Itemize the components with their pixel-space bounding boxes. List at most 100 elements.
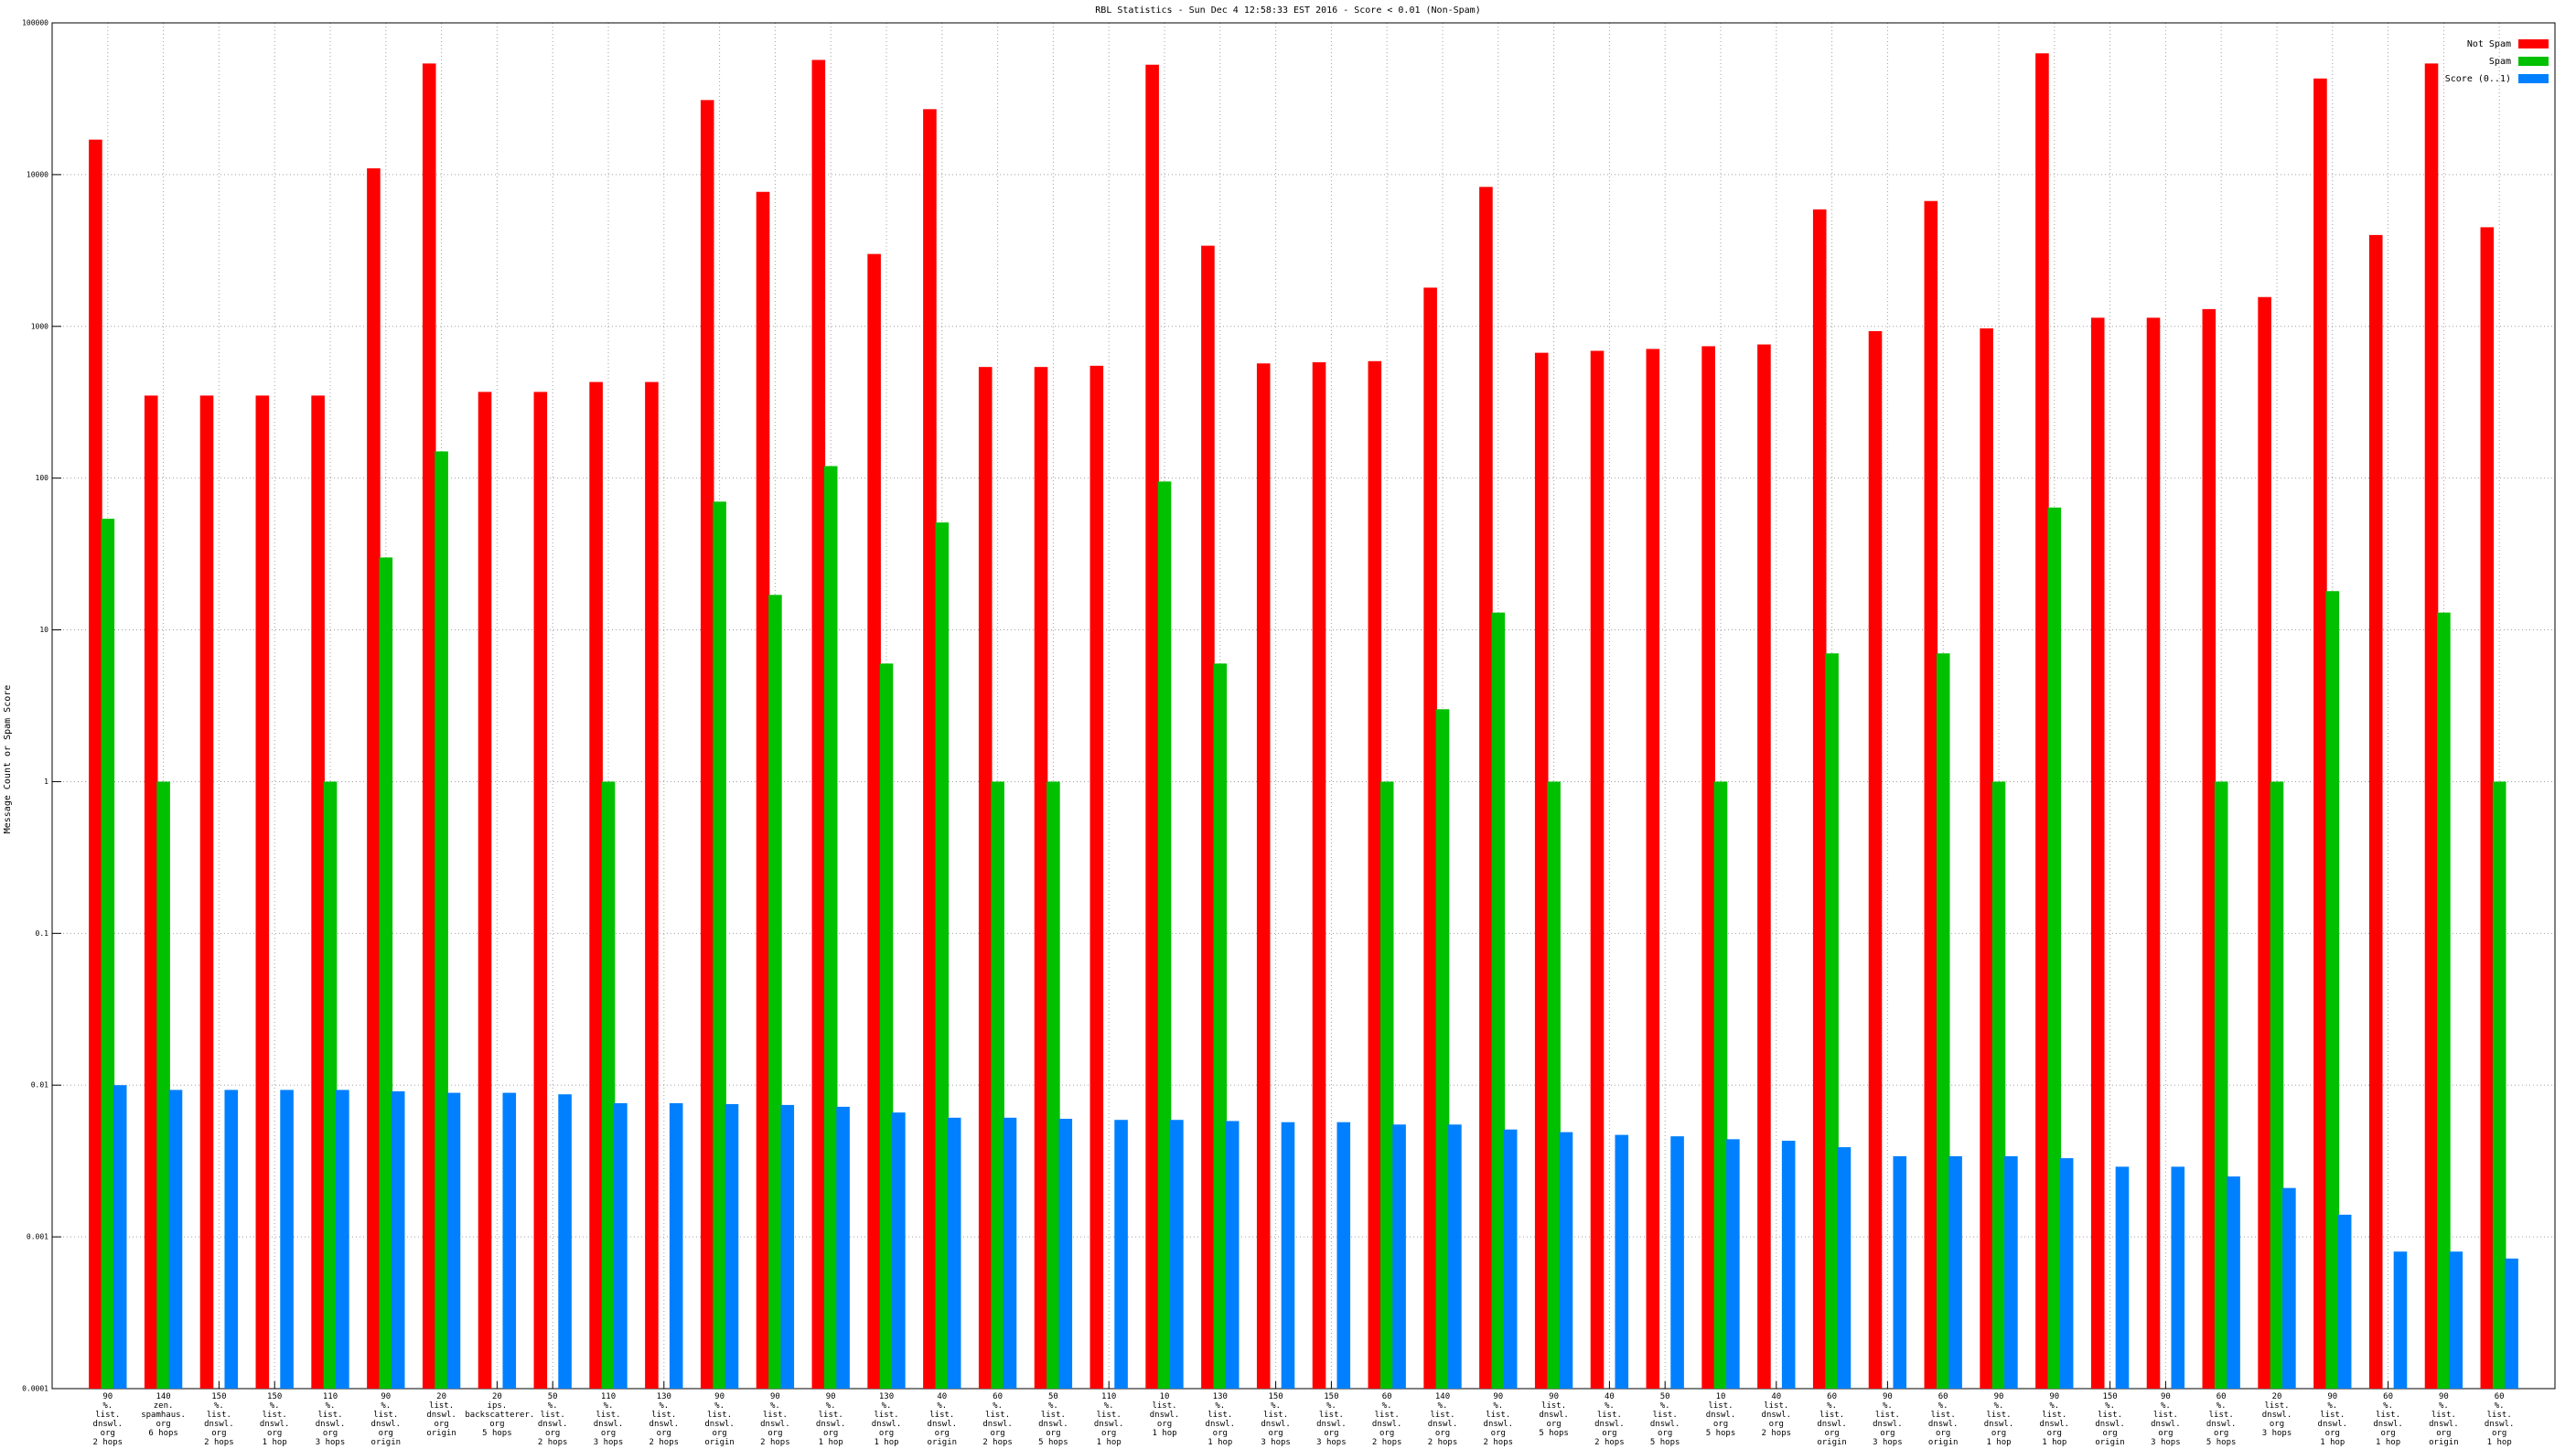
- bar: [2437, 612, 2451, 1389]
- x-tick-label: 150 %. list. dnswl. org 3 hops: [1316, 1392, 1347, 1447]
- bar: [2480, 227, 2495, 1389]
- bar: [991, 781, 1004, 1389]
- x-tick-label: 90 %. list. dnswl. org 2 hops: [1483, 1392, 1514, 1447]
- bar: [2047, 507, 2062, 1389]
- bar: [1201, 245, 1215, 1389]
- x-tick-label: 10 list. dnswl. org 1 hop: [1149, 1392, 1180, 1438]
- x-tick-label: 150 %. list. dnswl. org 3 hops: [1261, 1392, 1291, 1447]
- bar: [724, 1103, 739, 1389]
- bar: [1812, 209, 1827, 1390]
- bar: [2214, 781, 2228, 1389]
- bar: [1534, 352, 1549, 1390]
- legend-label: Spam: [2489, 57, 2511, 67]
- chart-title: RBL Statistics - Sun Dec 4 12:58:33 EST …: [1095, 5, 1480, 16]
- x-tick-label: 150 %. list. dnswl. org origin: [2095, 1392, 2125, 1447]
- bar: [1559, 1132, 1573, 1389]
- bar: [879, 663, 894, 1389]
- x-tick-label: 150 %. list. dnswl. org 2 hops: [204, 1392, 234, 1447]
- x-tick-label: 60 %. list. dnswl. org origin: [1927, 1392, 1959, 1447]
- bar: [1781, 1141, 1796, 1389]
- bar: [1893, 1155, 1907, 1389]
- bar: [1058, 1119, 1073, 1389]
- legend-swatch: [2518, 39, 2549, 48]
- bar: [1713, 781, 1728, 1389]
- bar: [811, 59, 826, 1389]
- bar: [533, 392, 548, 1389]
- bar: [1281, 1122, 1295, 1389]
- bar: [168, 1089, 183, 1389]
- bar: [1615, 1134, 1629, 1389]
- bar: [1379, 781, 1394, 1389]
- bar: [1646, 349, 1660, 1389]
- x-tick-label: 50 %. list. dnswl. org 5 hops: [1038, 1392, 1068, 1447]
- bar: [978, 367, 993, 1390]
- bar: [1701, 346, 1715, 1389]
- bar: [391, 1091, 405, 1389]
- bar: [113, 1085, 127, 1389]
- y-tick-label: 10: [39, 626, 48, 634]
- bar: [1670, 1136, 1684, 1389]
- y-tick-label: 10000: [27, 170, 48, 178]
- bar: [1046, 781, 1060, 1389]
- x-tick-label: 90 %. list. dnswl. org 2 hops: [92, 1392, 123, 1447]
- x-tick-label: 150 %. list. dnswl. org 1 hop: [259, 1392, 290, 1447]
- bar: [614, 1102, 628, 1389]
- bar: [379, 557, 393, 1389]
- bar: [2059, 1158, 2074, 1389]
- x-tick-label: 90 %. list. dnswl. org origin: [704, 1392, 735, 1447]
- bar: [1089, 365, 1104, 1389]
- bar: [1256, 363, 1271, 1390]
- bar: [2258, 296, 2271, 1390]
- x-tick-label: 130 %. list. dnswl. org 1 hop: [871, 1392, 902, 1447]
- y-tick-label: 100: [36, 474, 49, 482]
- bar: [2368, 234, 2383, 1389]
- bar: [2035, 53, 2049, 1389]
- bar: [1003, 1117, 1017, 1389]
- bar: [700, 100, 714, 1389]
- bar: [311, 395, 325, 1389]
- y-tick-label: 1000: [31, 322, 48, 330]
- bar: [1924, 200, 1938, 1389]
- y-tick-label: 0.0001: [22, 1385, 48, 1393]
- x-tick-label: 40 %. list. dnswl. org origin: [927, 1392, 958, 1447]
- bar: [1547, 781, 1561, 1389]
- bar: [713, 501, 726, 1389]
- x-tick-label: 60 %. list. dnswl. org 1 hop: [2373, 1392, 2403, 1447]
- legend-label: Not Spam: [2467, 39, 2511, 49]
- plot-frame: [51, 22, 2556, 1390]
- bar: [1991, 781, 2006, 1389]
- legend-swatch: [2518, 74, 2549, 83]
- bar: [892, 1112, 906, 1389]
- x-tick-label: 90 %. list. dnswl. org origin: [2429, 1392, 2459, 1447]
- x-tick-label: 110 %. list. dnswl. org 3 hops: [315, 1392, 346, 1447]
- bar: [1757, 344, 1771, 1390]
- x-tick-label: 90 %. list. dnswl. org 3 hops: [1873, 1392, 1903, 1447]
- bar: [1170, 1120, 1184, 1389]
- bar: [1114, 1120, 1128, 1389]
- x-tick-label: 60 %. list. dnswl. org 2 hops: [982, 1392, 1013, 1447]
- x-tick-label: 140 zen. spamhaus. org 6 hops: [141, 1392, 186, 1438]
- y-axis-label: Message Count or Spam Score: [3, 685, 13, 834]
- bar: [1503, 1129, 1518, 1389]
- bar: [101, 519, 115, 1389]
- bar: [2270, 781, 2284, 1389]
- bar: [2505, 1258, 2518, 1389]
- x-tick-label: 130 %. list. dnswl. org 1 hop: [1205, 1392, 1236, 1447]
- bar: [558, 1094, 572, 1389]
- x-tick-label: 90 %. list. dnswl. org 1 hop: [2317, 1392, 2348, 1447]
- bar: [1868, 331, 1883, 1389]
- x-tick-label: 110 %. list. dnswl. org 3 hops: [593, 1392, 624, 1447]
- bar: [2227, 1176, 2240, 1389]
- legend-swatch: [2518, 57, 2549, 66]
- bar: [323, 781, 338, 1389]
- x-tick-label: 130 %. list. dnswl. org 2 hops: [649, 1392, 680, 1447]
- bar: [2090, 317, 2105, 1389]
- bar: [836, 1106, 850, 1389]
- x-tick-label: 60 %. list. dnswl. org 1 hop: [2484, 1392, 2515, 1447]
- bar: [645, 381, 659, 1389]
- x-tick-label: 40 %. list. dnswl. org 2 hops: [1594, 1392, 1625, 1447]
- bar: [1225, 1121, 1240, 1389]
- bar: [823, 466, 838, 1389]
- bar: [1145, 64, 1159, 1389]
- bar: [1336, 1122, 1351, 1389]
